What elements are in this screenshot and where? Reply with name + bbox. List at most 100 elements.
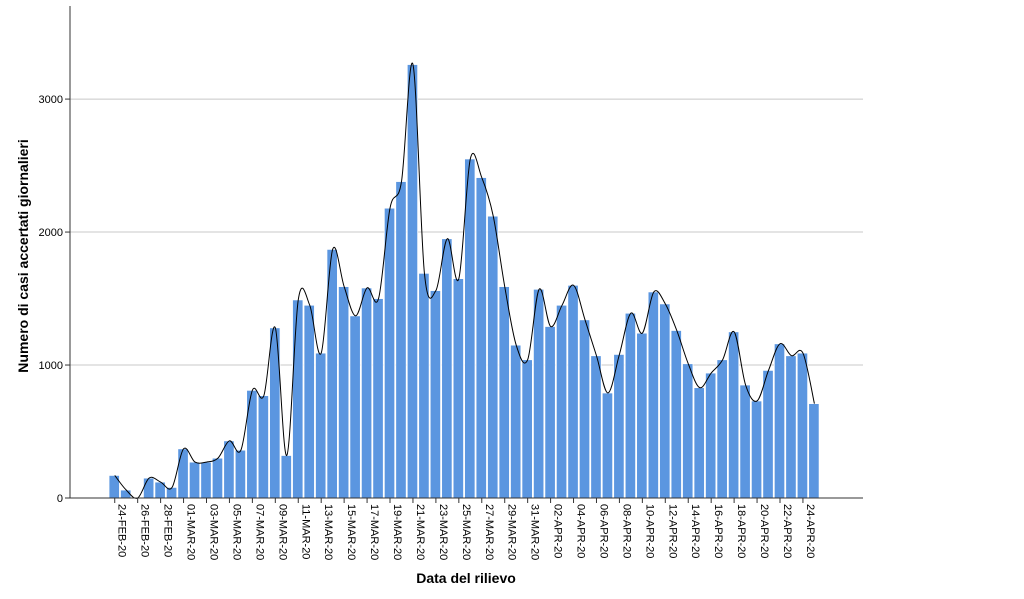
bars-layer — [108, 64, 820, 499]
y-axis-title: Numero di casi accertati giornalieri — [15, 139, 31, 372]
bar — [234, 449, 247, 499]
x-tick-label: 10-APR-20 — [643, 504, 655, 558]
bar — [705, 372, 717, 499]
labels-layer: 0 1000 2000 3000 24-FEB-20 26-FEB-20 28-FEB-20… — [39, 94, 816, 560]
bar — [532, 288, 545, 499]
bar — [762, 369, 774, 499]
x-tick-label: 07-MAR-20 — [253, 504, 265, 560]
bar — [739, 384, 751, 499]
bar — [211, 457, 224, 499]
bar — [108, 474, 120, 499]
bar — [487, 215, 499, 499]
bar — [555, 304, 568, 499]
bar — [315, 352, 327, 499]
bar — [785, 355, 797, 499]
y-tick-label: 2000 — [39, 227, 63, 239]
bar — [372, 298, 384, 499]
bar — [693, 387, 705, 499]
x-tick-label: 28-FEB-20 — [162, 504, 174, 557]
x-tick-label: 19-MAR-20 — [391, 504, 403, 560]
bar — [360, 287, 373, 499]
x-tick-label: 09-MAR-20 — [276, 504, 288, 560]
bar — [796, 352, 809, 499]
x-tick-label: 25-MAR-20 — [460, 504, 472, 560]
x-tick-label: 03-MAR-20 — [207, 504, 219, 560]
x-tick-label: 16-APR-20 — [712, 504, 724, 558]
axes-layer — [65, 6, 863, 503]
bar — [498, 286, 510, 499]
bar — [808, 403, 820, 499]
x-tick-label: 11-MAR-20 — [299, 504, 311, 559]
x-tick-label: 01-MAR-20 — [185, 504, 197, 560]
bar — [613, 353, 625, 499]
x-tick-label: 15-MAR-20 — [345, 504, 357, 560]
bar — [727, 331, 740, 499]
x-tick-label: 27-MAR-20 — [483, 504, 495, 560]
bar — [395, 181, 407, 499]
bar — [578, 319, 591, 499]
x-tick-label: 21-MAR-20 — [414, 504, 426, 560]
x-tick-label: 18-APR-20 — [735, 504, 747, 558]
bar — [567, 284, 579, 499]
x-tick-label: 24-FEB-20 — [116, 504, 128, 557]
x-tick-label: 22-APR-20 — [781, 504, 793, 558]
bar — [716, 359, 728, 499]
x-tick-label: 31-MAR-20 — [529, 504, 541, 560]
bar — [143, 477, 155, 499]
x-axis-title: Data del rilievo — [416, 570, 516, 586]
bar — [510, 344, 522, 499]
x-tick-label: 04-APR-20 — [575, 504, 587, 558]
x-tick-label: 13-MAR-20 — [322, 504, 334, 560]
bar — [624, 312, 637, 499]
bar — [773, 343, 786, 499]
x-tick-label: 24-APR-20 — [804, 504, 816, 558]
bar — [188, 461, 201, 499]
bar — [383, 207, 396, 499]
x-tick-label: 08-APR-20 — [620, 504, 632, 558]
x-tick-label: 20-APR-20 — [758, 504, 770, 558]
y-tick-label: 1000 — [39, 360, 63, 372]
bar — [670, 330, 682, 499]
bar — [750, 400, 763, 499]
x-tick-label: 17-MAR-20 — [368, 504, 380, 560]
bar — [544, 326, 556, 499]
bar — [337, 286, 350, 499]
bar — [601, 392, 614, 499]
x-tick-label: 02-APR-20 — [552, 504, 564, 558]
bar — [223, 440, 235, 499]
bar — [429, 290, 442, 499]
bar — [475, 177, 487, 499]
x-tick-label: 14-APR-20 — [689, 504, 701, 558]
bar — [406, 64, 419, 499]
curve-layer — [114, 62, 815, 499]
bar — [441, 238, 453, 499]
bar — [418, 272, 430, 499]
x-tick-label: 26-FEB-20 — [139, 504, 151, 557]
bar — [177, 448, 189, 499]
bar — [257, 395, 269, 499]
bar — [464, 158, 476, 499]
bar — [246, 389, 258, 499]
bar — [590, 355, 602, 499]
bar — [280, 455, 292, 499]
smoothed-trend-line — [114, 62, 815, 499]
x-tick-label: 23-MAR-20 — [437, 504, 449, 560]
bar — [349, 315, 361, 499]
bar — [452, 278, 464, 499]
x-tick-label: 12-APR-20 — [666, 504, 678, 558]
bar — [636, 332, 648, 499]
y-tick-label: 0 — [57, 493, 63, 505]
x-tick-label: 06-APR-20 — [597, 504, 609, 558]
bar — [521, 359, 533, 499]
bar — [647, 291, 659, 499]
bar — [682, 363, 694, 499]
y-tick-label: 3000 — [39, 94, 63, 106]
bar — [200, 461, 212, 499]
bar — [659, 303, 671, 499]
bar — [303, 304, 315, 499]
x-tick-label: 05-MAR-20 — [230, 504, 242, 560]
x-tick-label: 29-MAR-20 — [506, 504, 518, 560]
bar — [292, 299, 304, 499]
